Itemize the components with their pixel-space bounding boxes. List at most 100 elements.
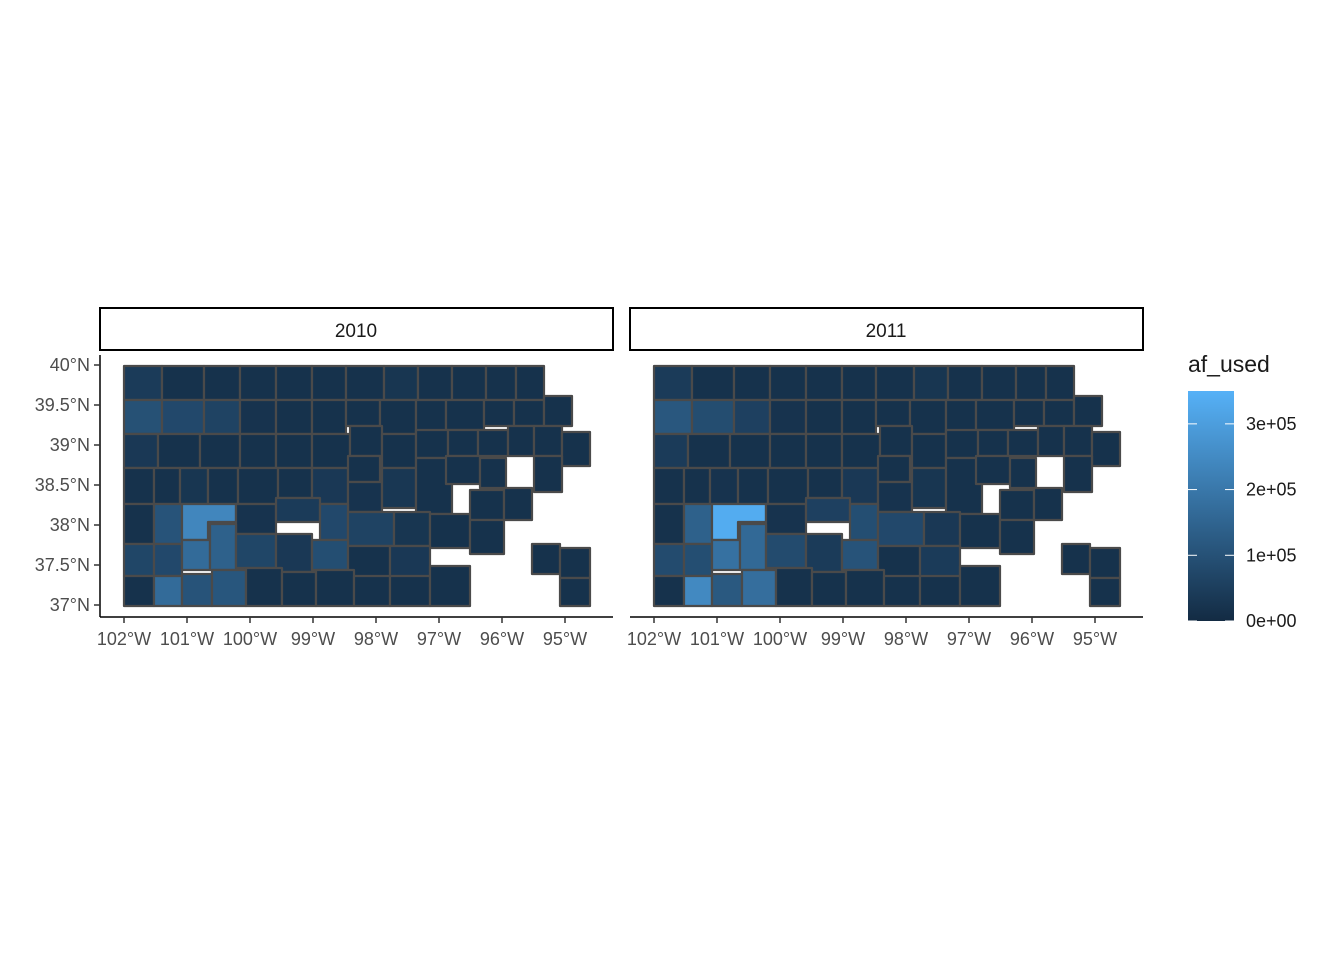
facet-strip-label: 2011 [866, 321, 907, 342]
legend-title: af_used [1188, 351, 1270, 377]
facet-strip-2010 [99, 307, 614, 351]
county-polygon [506, 424, 536, 458]
county-polygon [652, 398, 694, 436]
y-axis: 40°N 39.5°N 39°N 38.5°N 38°N 37.5°N 37°N [35, 355, 101, 617]
county-polygon [944, 398, 978, 436]
county-polygon [380, 466, 418, 510]
legend-tick-label: 2e+05 [1246, 480, 1297, 500]
county-polygon [558, 546, 592, 580]
county-polygon [450, 364, 488, 402]
county-polygon [476, 428, 510, 458]
x-tick-label: 100°W [223, 629, 277, 649]
county-polygon [122, 432, 160, 470]
county-polygon [382, 364, 420, 402]
county-polygon [810, 570, 848, 608]
county-polygon [732, 398, 772, 436]
county-polygon [1012, 398, 1046, 428]
county-polygon [840, 364, 878, 402]
county-polygon [428, 512, 472, 550]
x-tick-label: 98°W [354, 629, 398, 649]
legend-ticks: 3e+05 2e+05 1e+05 0e+00 [1188, 414, 1297, 631]
county-polygon [416, 364, 454, 402]
county-polygon [392, 510, 432, 548]
county-polygon [152, 574, 184, 608]
county-polygon [682, 502, 714, 546]
county-polygon [690, 398, 736, 436]
county-polygon [514, 364, 546, 402]
county-polygon [152, 542, 184, 578]
x-tick-label: 99°W [291, 629, 335, 649]
county-polygon [1088, 576, 1122, 608]
x-tick-label: 101°W [160, 629, 214, 649]
county-polygon [122, 574, 156, 608]
county-polygon [238, 432, 278, 470]
county-polygon [998, 488, 1036, 522]
county-polygon [974, 454, 1012, 486]
x-tick-label: 99°W [821, 629, 865, 649]
county-polygon [310, 364, 348, 402]
county-polygon [910, 432, 948, 470]
county-polygon [1072, 394, 1104, 428]
county-polygon [202, 364, 242, 402]
county-polygon [922, 510, 962, 548]
county-polygon [1060, 542, 1092, 576]
y-tick-label: 40°N [50, 355, 90, 375]
county-polygon [878, 424, 914, 458]
county-polygon [764, 502, 808, 536]
county-polygon [468, 488, 506, 522]
county-polygon [160, 364, 206, 402]
county-polygon [764, 532, 808, 570]
county-polygon [210, 568, 248, 608]
county-polygon [122, 542, 156, 578]
county-polygon [774, 566, 814, 608]
county-polygon [468, 518, 506, 556]
county-polygon [348, 424, 384, 458]
county-polygon [918, 544, 962, 580]
county-polygon [876, 480, 914, 514]
county-polygon [352, 574, 392, 608]
county-polygon [958, 564, 1002, 608]
county-polygon [804, 432, 844, 470]
county-polygon [152, 502, 184, 546]
county-polygon [478, 456, 508, 490]
facet-strip-2011 [629, 307, 1144, 351]
county-polygon [274, 398, 314, 436]
county-polygon [1090, 430, 1122, 468]
county-polygon [310, 432, 352, 470]
county-polygon [652, 432, 690, 470]
facet-strip-label: 2010 [335, 321, 377, 342]
legend-tick-label: 1e+05 [1246, 545, 1297, 565]
county-polygon [1062, 424, 1094, 458]
county-polygon [682, 542, 714, 578]
county-polygon [710, 572, 744, 608]
county-polygon [806, 466, 844, 500]
x-tick-label: 95°W [1073, 629, 1117, 649]
county-polygon [652, 502, 686, 546]
county-polygon [804, 364, 844, 402]
county-polygon [652, 364, 694, 402]
county-polygon [1006, 428, 1040, 458]
county-polygon [738, 522, 768, 572]
county-polygon [1062, 454, 1094, 494]
county-polygon [908, 398, 948, 436]
county-polygon [178, 466, 210, 506]
county-polygon [1008, 456, 1038, 490]
x-axis: 102°W 101°W 100°W 99°W 98°W 97°W 96°W 95°W [97, 616, 613, 649]
county-polygon [122, 502, 156, 546]
county-polygon [122, 398, 164, 436]
county-polygon [980, 364, 1018, 402]
x-tick-label: 95°W [543, 629, 587, 649]
x-tick-label: 97°W [947, 629, 991, 649]
county-polygon [484, 364, 518, 402]
county-polygon [198, 432, 242, 470]
county-polygon [236, 466, 280, 506]
county-polygon [244, 566, 284, 608]
county-polygon [380, 432, 418, 470]
y-tick-label: 38°N [50, 515, 90, 535]
county-polygon [768, 364, 808, 402]
county-polygon [428, 564, 472, 608]
county-polygon [444, 398, 486, 432]
x-tick-label: 100°W [753, 629, 807, 649]
county-polygon [998, 518, 1036, 556]
facet-panel-2011: 2011 102°W 101°W 100°W 99°W 98°W 97°W 96°W 95°W [627, 307, 1144, 649]
